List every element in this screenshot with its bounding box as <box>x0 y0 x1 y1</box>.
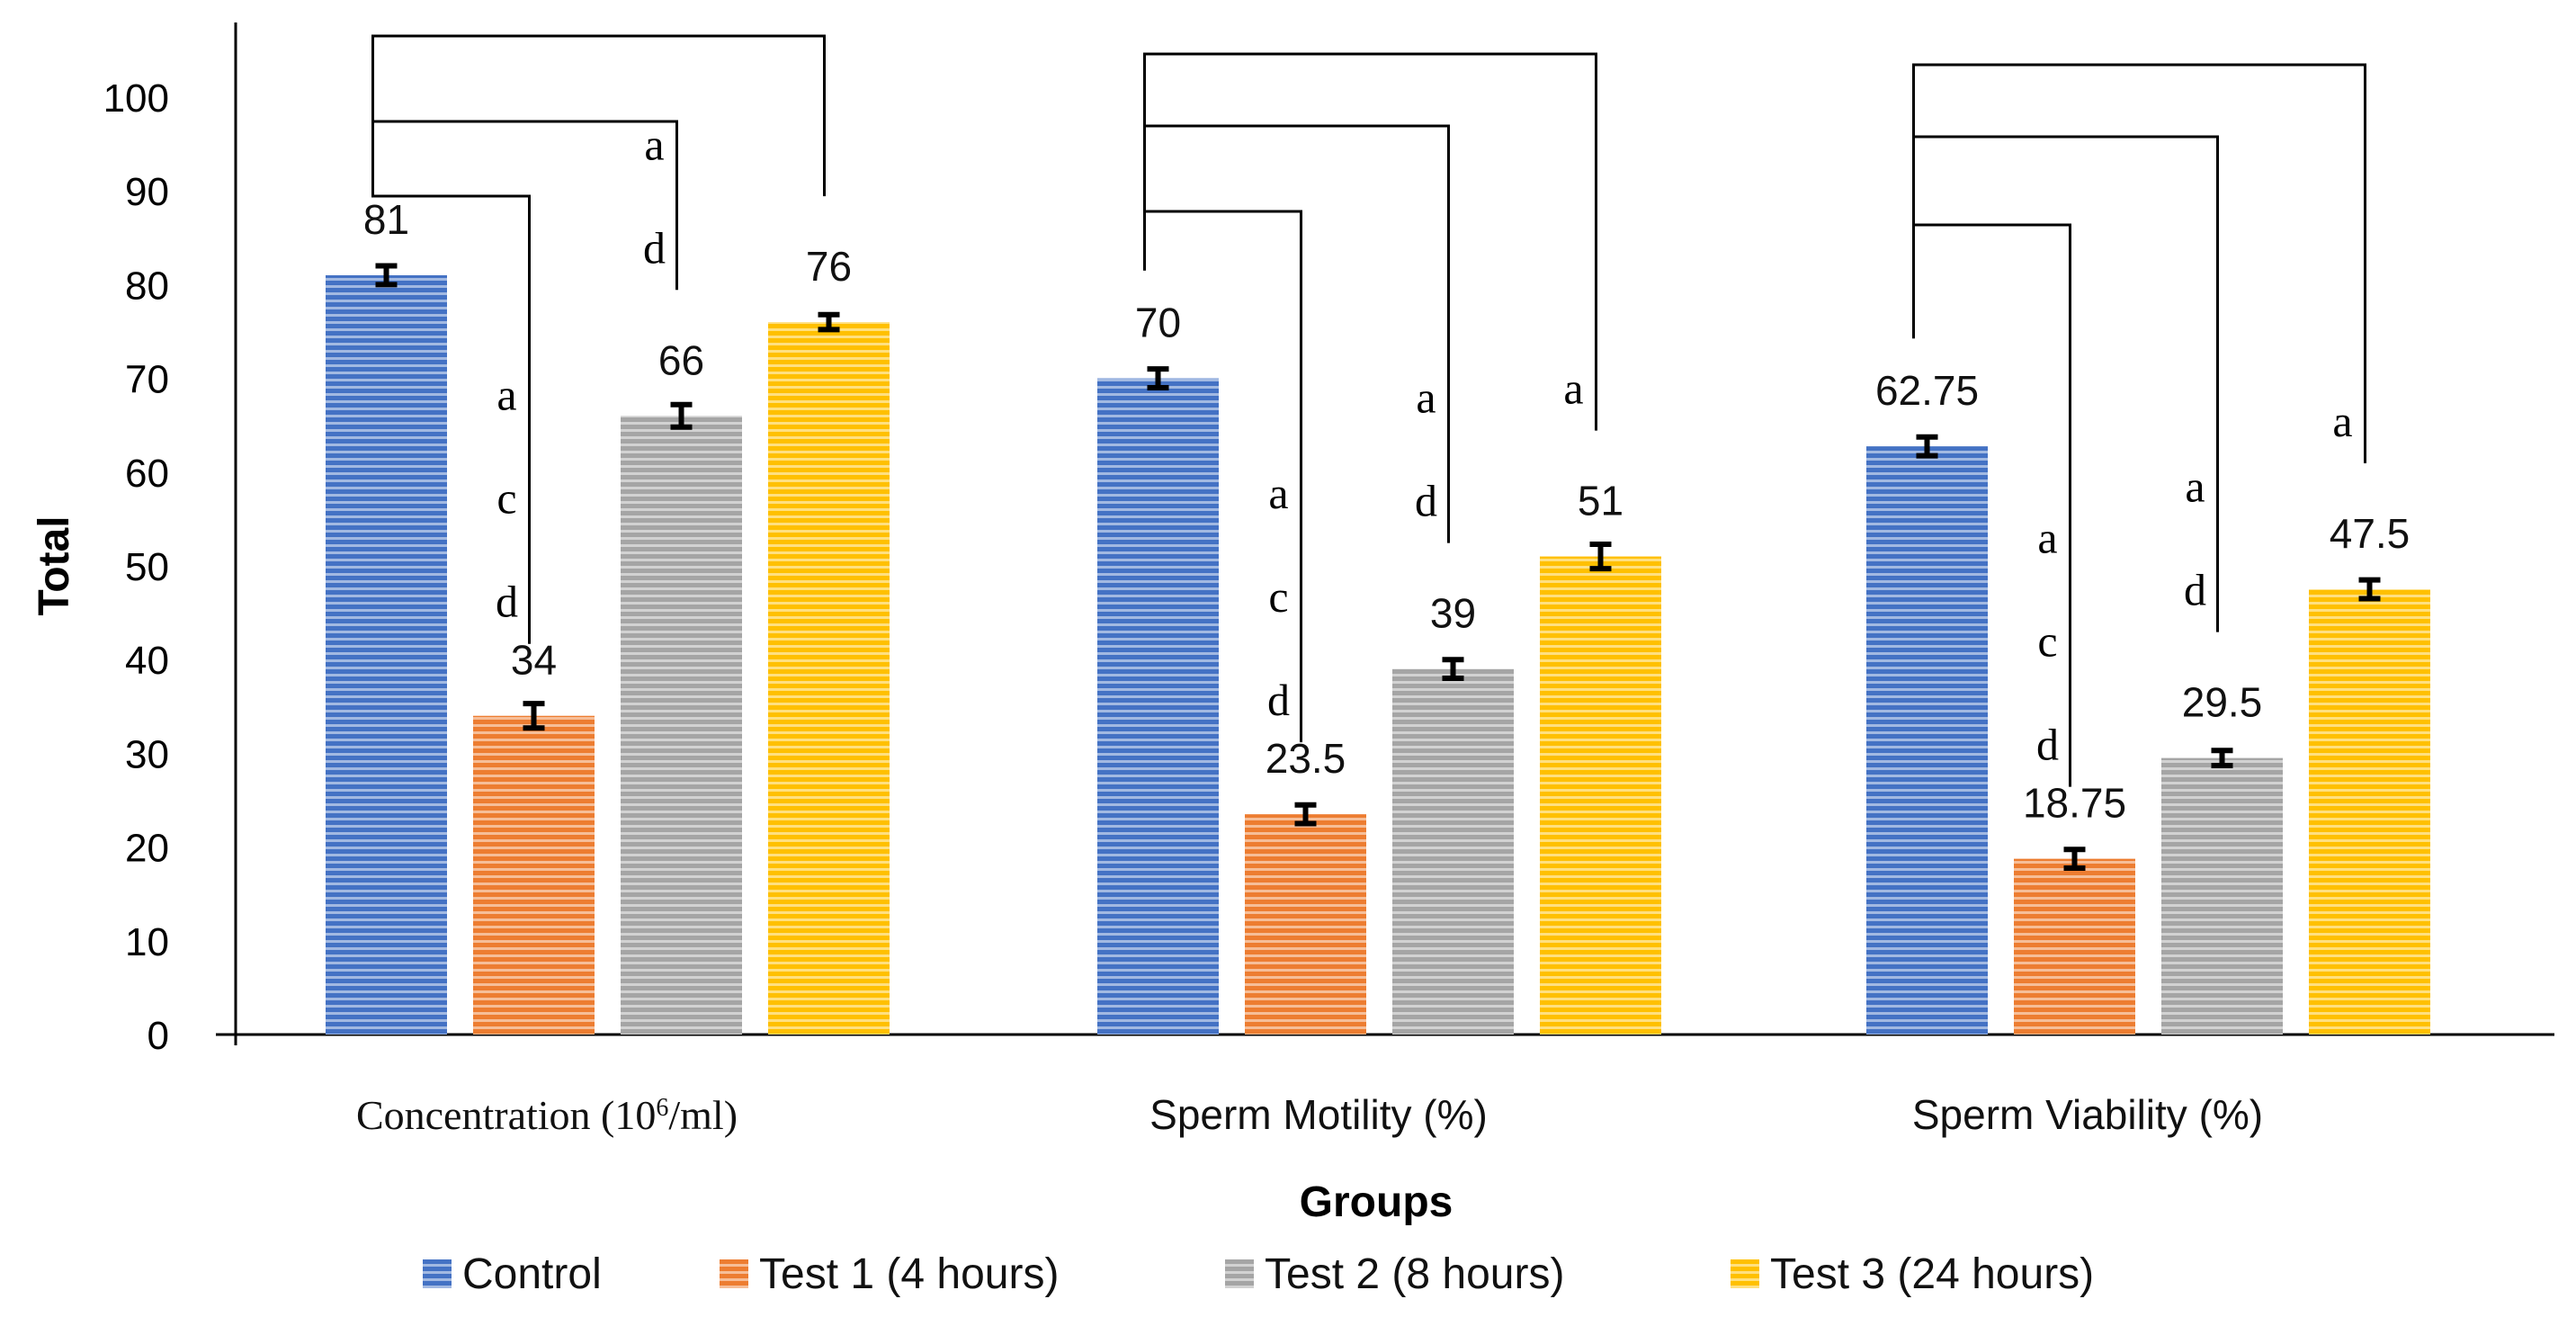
error-bar-test-2-8-hours-1 <box>1442 657 1464 682</box>
data-label-test-1-4-hours-1: 23.5 <box>1266 735 1346 782</box>
bar-test-2-8-hours-0 <box>621 416 742 1035</box>
significance-letter-d: d <box>2036 720 2059 770</box>
legend-label-test-2-8-hours: Test 2 (8 hours) <box>1265 1250 1564 1298</box>
bracket-0-1 <box>371 166 531 644</box>
significance-letter-d: d <box>1267 675 1290 725</box>
significance-letter-c: c <box>2037 616 2057 667</box>
bracket-0-3 <box>371 34 826 197</box>
legend-swatch-test-1-4-hours <box>720 1259 748 1288</box>
data-label-test-3-24-hours-2: 47.5 <box>2330 510 2411 557</box>
legend: Control Test 1 (4 hours) Test 2 (8 hours) T… <box>423 1250 2094 1298</box>
y-tick-label: 40 <box>125 639 169 683</box>
legend-label-test-3-24-hours: Test 3 (24 hours) <box>1770 1250 2094 1298</box>
data-label-test-1-4-hours-2: 18.75 <box>2023 780 2126 827</box>
bar-test-3-24-hours-0 <box>768 322 890 1035</box>
data-label-test-2-8-hours-0: 66 <box>658 336 704 383</box>
y-tick-label: 10 <box>125 920 169 964</box>
significance-letter-a: a <box>2185 461 2205 512</box>
data-label-test-1-4-hours-0: 34 <box>511 637 557 684</box>
legend-item-test-3-24-hours: Test 3 (24 hours) <box>1731 1250 2094 1298</box>
bracket-1-3 <box>1143 52 1597 431</box>
bar-control-2 <box>1866 446 1988 1035</box>
error-bar-test-2-8-hours-0 <box>670 401 693 430</box>
y-tick-label: 100 <box>103 76 169 121</box>
data-label-control-2: 62.75 <box>1875 367 1979 414</box>
error-bar-test-1-4-hours-2 <box>2063 847 2086 872</box>
y-tick-label: 50 <box>125 545 169 589</box>
legend-item-test-2-8-hours: Test 2 (8 hours) <box>1225 1250 1564 1298</box>
data-label-test-3-24-hours-1: 51 <box>1578 478 1623 524</box>
significance-letter-c: c <box>1268 571 1288 622</box>
data-label-control-0: 81 <box>363 196 409 243</box>
y-tick-label: 70 <box>125 358 169 402</box>
x-axis-label: Groups <box>1300 1178 1453 1226</box>
significance-letter-d: d <box>496 577 518 627</box>
category-label-sperm-motility: Sperm Motility (%) <box>1149 1091 1488 1138</box>
y-axis-label: Total <box>31 515 78 615</box>
bar-test-2-8-hours-1 <box>1392 668 1514 1035</box>
data-labels: 81 70 62.75 34 23.5 18.75 66 39 29.5 76 51 47.5 <box>363 196 2410 827</box>
error-bar-control-2 <box>1916 434 1938 459</box>
error-bar-test-3-24-hours-0 <box>818 311 840 333</box>
error-bar-test-1-4-hours-1 <box>1294 802 1317 827</box>
axes: 0 10 20 30 40 50 60 70 80 90 100 Total Groups Concent… <box>31 22 2554 1226</box>
error-bar-test-3-24-hours-1 <box>1589 542 1612 572</box>
error-bar-test-1-4-hours-0 <box>523 701 545 731</box>
category-label-sperm-viability: Sperm Viability (%) <box>1912 1091 2263 1138</box>
y-tick-label: 90 <box>125 170 169 214</box>
bar-test-3-24-hours-1 <box>1540 556 1661 1035</box>
significance-letter-a: a <box>2332 396 2352 446</box>
error-bar-control-0 <box>375 263 398 288</box>
significance-letter-a: a <box>644 119 664 169</box>
significance-letter-d: d <box>1415 476 1437 526</box>
error-bar-control-1 <box>1147 366 1169 391</box>
bracket-0-2 <box>371 120 678 291</box>
bars <box>326 263 2430 1035</box>
bar-test-1-4-hours-0 <box>473 715 595 1035</box>
bar-control-1 <box>1097 378 1219 1035</box>
y-tick-label: 80 <box>125 264 169 308</box>
significance-letter-a: a <box>1416 372 1436 423</box>
bar-test-1-4-hours-2 <box>2014 858 2135 1035</box>
significance-annotations: a c d a d a c d a d a a c d a d a <box>371 34 2366 787</box>
error-bar-test-3-24-hours-2 <box>2358 577 2381 602</box>
legend-swatch-control <box>423 1259 452 1288</box>
bar-test-3-24-hours-2 <box>2309 589 2430 1035</box>
y-tick-label: 30 <box>125 732 169 776</box>
y-tick-label: 20 <box>125 827 169 871</box>
category-label-concentration-10: Concentration (106/ml) <box>356 1092 738 1138</box>
legend-swatch-test-2-8-hours <box>1225 1259 1254 1288</box>
significance-letter-c: c <box>496 473 516 524</box>
significance-letter-d: d <box>643 222 666 273</box>
data-label-test-3-24-hours-0: 76 <box>806 243 852 290</box>
data-label-test-2-8-hours-2: 29.5 <box>2182 679 2263 726</box>
error-bar-test-2-8-hours-2 <box>2211 748 2233 768</box>
bar-control-0 <box>326 274 447 1035</box>
significance-letter-a: a <box>1563 363 1583 414</box>
bar-test-2-8-hours-2 <box>2161 757 2283 1035</box>
data-label-test-2-8-hours-1: 39 <box>1430 590 1476 637</box>
bracket-2-3 <box>1912 63 2366 464</box>
y-tick-label: 0 <box>148 1014 169 1058</box>
legend-label-control: Control <box>462 1250 602 1298</box>
significance-letter-d: d <box>2184 565 2206 615</box>
legend-item-control: Control <box>423 1250 602 1298</box>
significance-letter-a: a <box>1268 468 1288 518</box>
y-tick-label: 60 <box>125 452 169 496</box>
significance-letter-a: a <box>496 370 516 420</box>
legend-swatch-test-3-24-hours <box>1731 1259 1759 1288</box>
data-label-control-1: 70 <box>1135 300 1181 346</box>
bar-test-1-4-hours-1 <box>1245 814 1366 1035</box>
legend-label-test-1-4-hours: Test 1 (4 hours) <box>759 1250 1059 1298</box>
legend-item-test-1-4-hours: Test 1 (4 hours) <box>720 1250 1059 1298</box>
significance-letter-a: a <box>2037 513 2057 563</box>
